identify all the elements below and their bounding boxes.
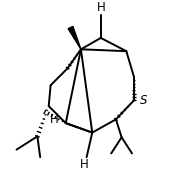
Text: S: S [140, 94, 147, 107]
Text: H: H [49, 113, 58, 126]
Text: H: H [96, 1, 105, 14]
Text: H: H [80, 158, 89, 171]
Polygon shape [68, 26, 81, 49]
